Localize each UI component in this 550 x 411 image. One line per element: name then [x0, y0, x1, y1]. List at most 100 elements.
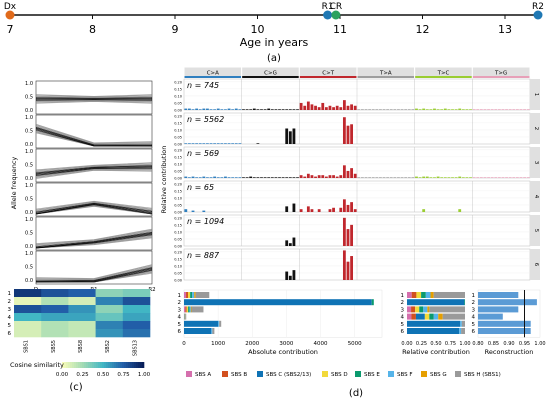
spectrum-bar [282, 109, 285, 110]
rel-bar-segment [415, 306, 419, 312]
rel-tick-label: 0.00 [401, 341, 412, 347]
signature-legend-swatch [186, 371, 192, 377]
spectrum-y-tick: 0.00 [174, 177, 182, 181]
abs-row-label: 4 [178, 315, 182, 321]
rec-row-label: 1 [472, 293, 476, 299]
spectrum-bar [318, 209, 321, 212]
cosine-cell [41, 321, 68, 329]
spectrum-bar [458, 209, 461, 212]
spectrum-y-tick: 0.00 [174, 245, 182, 249]
spectrum-bar [238, 177, 241, 178]
spectrum-bar [408, 177, 411, 178]
spectrum-bar [339, 107, 342, 110]
spectrum-bar [527, 109, 530, 110]
rec-xlabel: Reconstruction [485, 348, 534, 356]
cosine-cell [41, 289, 68, 297]
panel-label-a: (a) [267, 53, 281, 64]
spectrum-bar [404, 177, 407, 178]
timeline-tick-label: 10 [251, 23, 265, 36]
rel-row-label: 2 [401, 300, 405, 306]
rel-row-label: 6 [401, 329, 405, 335]
cosine-cell [68, 297, 96, 305]
cosine-legend-swatch [70, 362, 72, 368]
cosine-legend-swatch [104, 362, 106, 368]
spectrum-bar [437, 177, 440, 178]
spectrum-bar [397, 177, 400, 178]
spectrum-n-label: n = 887 [187, 251, 220, 260]
spectrum-bar [347, 229, 350, 246]
spectrum-bar [195, 143, 198, 144]
cosine-cell [123, 321, 151, 329]
signature-legend-swatch [322, 371, 328, 377]
rec-row-label: 4 [472, 315, 476, 321]
rel-bar-segment [429, 306, 465, 312]
rel-bar-segment [459, 328, 461, 334]
spectrum-n-label: n = 745 [187, 81, 219, 90]
cosine-legend-swatch [132, 362, 134, 368]
rec-row-label: 2 [472, 300, 476, 306]
spectrum-y-tick: 0.15 [174, 189, 182, 193]
rel-tick-label: 1.00 [459, 341, 470, 347]
spectrum-bar [235, 143, 238, 144]
cosine-cell [41, 305, 68, 313]
spectrum-bar [393, 177, 396, 178]
spectrum-bar [184, 209, 187, 212]
spectrum-bar [473, 109, 476, 110]
cosine-legend-swatch [134, 362, 136, 368]
abs-bar-segment [184, 321, 218, 327]
spectrum-bar [505, 109, 508, 110]
cosine-legend-tick: 0.75 [117, 372, 130, 378]
spectrum-bar [466, 177, 469, 178]
spectrum-bar [285, 272, 288, 280]
spectrum-bar [311, 209, 314, 212]
spectrum-bar [502, 177, 505, 178]
spectrum-bar [343, 199, 346, 212]
rel-bar-segment [461, 328, 465, 334]
spectrum-row-label: 5 [533, 229, 539, 233]
abs-bar-segment [372, 299, 374, 305]
spectrum-bar [448, 109, 451, 110]
cosine-cell [14, 297, 42, 305]
spectrum-bar [491, 177, 494, 178]
spectrum-bar [253, 177, 256, 178]
spectrum-bar [487, 109, 490, 110]
cosine-row-label: 2 [8, 299, 12, 305]
cosine-legend-swatch [74, 362, 76, 368]
cosine-cell [123, 297, 151, 305]
af-y-tick: 0.5 [25, 163, 33, 169]
cosine-cell [123, 329, 151, 337]
timeline-point-label: R2 [532, 2, 544, 12]
rel-bar-segment [431, 292, 434, 298]
spectrum-bar [285, 129, 288, 145]
spectrum-bar [213, 109, 216, 110]
cosine-legend-tick: 0.00 [56, 372, 69, 378]
abs-row-label: 1 [178, 293, 182, 299]
spectrum-bar [293, 177, 296, 178]
spectrum-bar [512, 109, 515, 110]
signature-legend-label: SBS F [397, 372, 413, 378]
af-y-tick: 0.5 [25, 129, 33, 135]
cosine-col-label: SBS5 [51, 340, 57, 353]
spectrum-bar [206, 143, 209, 144]
spectrum-bar [293, 109, 296, 110]
spectrum-bar [289, 243, 292, 246]
signature-legend-swatch [388, 371, 394, 377]
cosine-legend-swatch [98, 362, 100, 368]
rel-row-label: 5 [401, 322, 405, 328]
rel-bar-segment [423, 306, 427, 312]
spectrum-bar [293, 204, 296, 212]
spectrum-bar [357, 177, 360, 178]
signature-legend-swatch [222, 371, 228, 377]
spectrum-bar [354, 209, 357, 212]
signature-legend-swatch [421, 371, 427, 377]
cosine-legend-swatch [90, 362, 92, 368]
spectrum-bar [347, 106, 350, 110]
spectrum-column-header: T>A [379, 71, 392, 77]
spectrum-bar [494, 109, 497, 110]
af-y-tick: 1.0 [25, 149, 33, 155]
spectrum-bar [357, 109, 360, 110]
spectrum-bar [426, 109, 429, 110]
cosine-legend-swatch [84, 362, 86, 368]
